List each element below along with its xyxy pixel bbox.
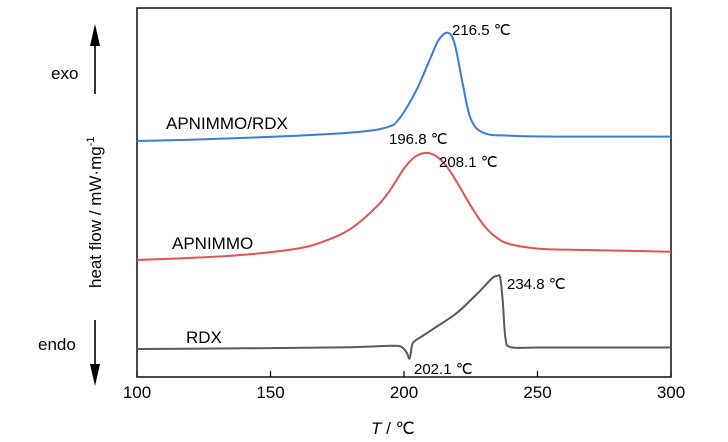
series-line-apnimmo bbox=[136, 151, 672, 261]
series-line-apnimmo-rdx bbox=[136, 31, 671, 142]
endo-arrow-head bbox=[90, 364, 100, 386]
annotation-dip-202: 202.1 ℃ bbox=[414, 361, 473, 378]
y-axis-title: heat flow / mW·mg-1 bbox=[85, 137, 105, 288]
annotation-peak-216: 216.5 ℃ bbox=[452, 22, 511, 39]
endo-label: endo bbox=[38, 335, 76, 354]
series-layer bbox=[136, 31, 672, 360]
plot-area-border bbox=[136, 7, 672, 378]
annotation-peak-208: 208.1 ℃ bbox=[439, 154, 498, 171]
series-label-apnimmo: APNIMMO bbox=[172, 234, 253, 253]
x-tick-label: 150 bbox=[256, 383, 284, 402]
y-axis-title-superscript: -1 bbox=[85, 137, 97, 147]
annotation-onset-196: 196.8 ℃ bbox=[389, 131, 448, 148]
x-axis-title-unit: / ℃ bbox=[381, 419, 414, 438]
annotation-peak-234: 234.8 ℃ bbox=[507, 276, 566, 293]
plot-frame: 100 150 200 250 300 bbox=[123, 7, 685, 402]
endo-indicator: endo bbox=[38, 320, 100, 386]
x-tick-label: 250 bbox=[523, 383, 551, 402]
y-axis-title-main: heat flow / mW·mg bbox=[86, 146, 105, 288]
x-axis-title-symbol: T bbox=[371, 419, 383, 438]
series-label-apnimmo-rdx: APNIMMO/RDX bbox=[166, 114, 288, 133]
x-tick-label: 200 bbox=[390, 383, 418, 402]
exo-indicator: exo bbox=[51, 24, 100, 94]
series-line-rdx bbox=[136, 274, 671, 360]
exo-arrow-head bbox=[90, 24, 100, 46]
exo-label: exo bbox=[51, 64, 78, 83]
x-tick-label: 100 bbox=[123, 383, 151, 402]
x-tick-label: 300 bbox=[657, 383, 685, 402]
series-label-rdx: RDX bbox=[186, 328, 222, 347]
x-axis-title: T / ℃ bbox=[371, 419, 415, 438]
